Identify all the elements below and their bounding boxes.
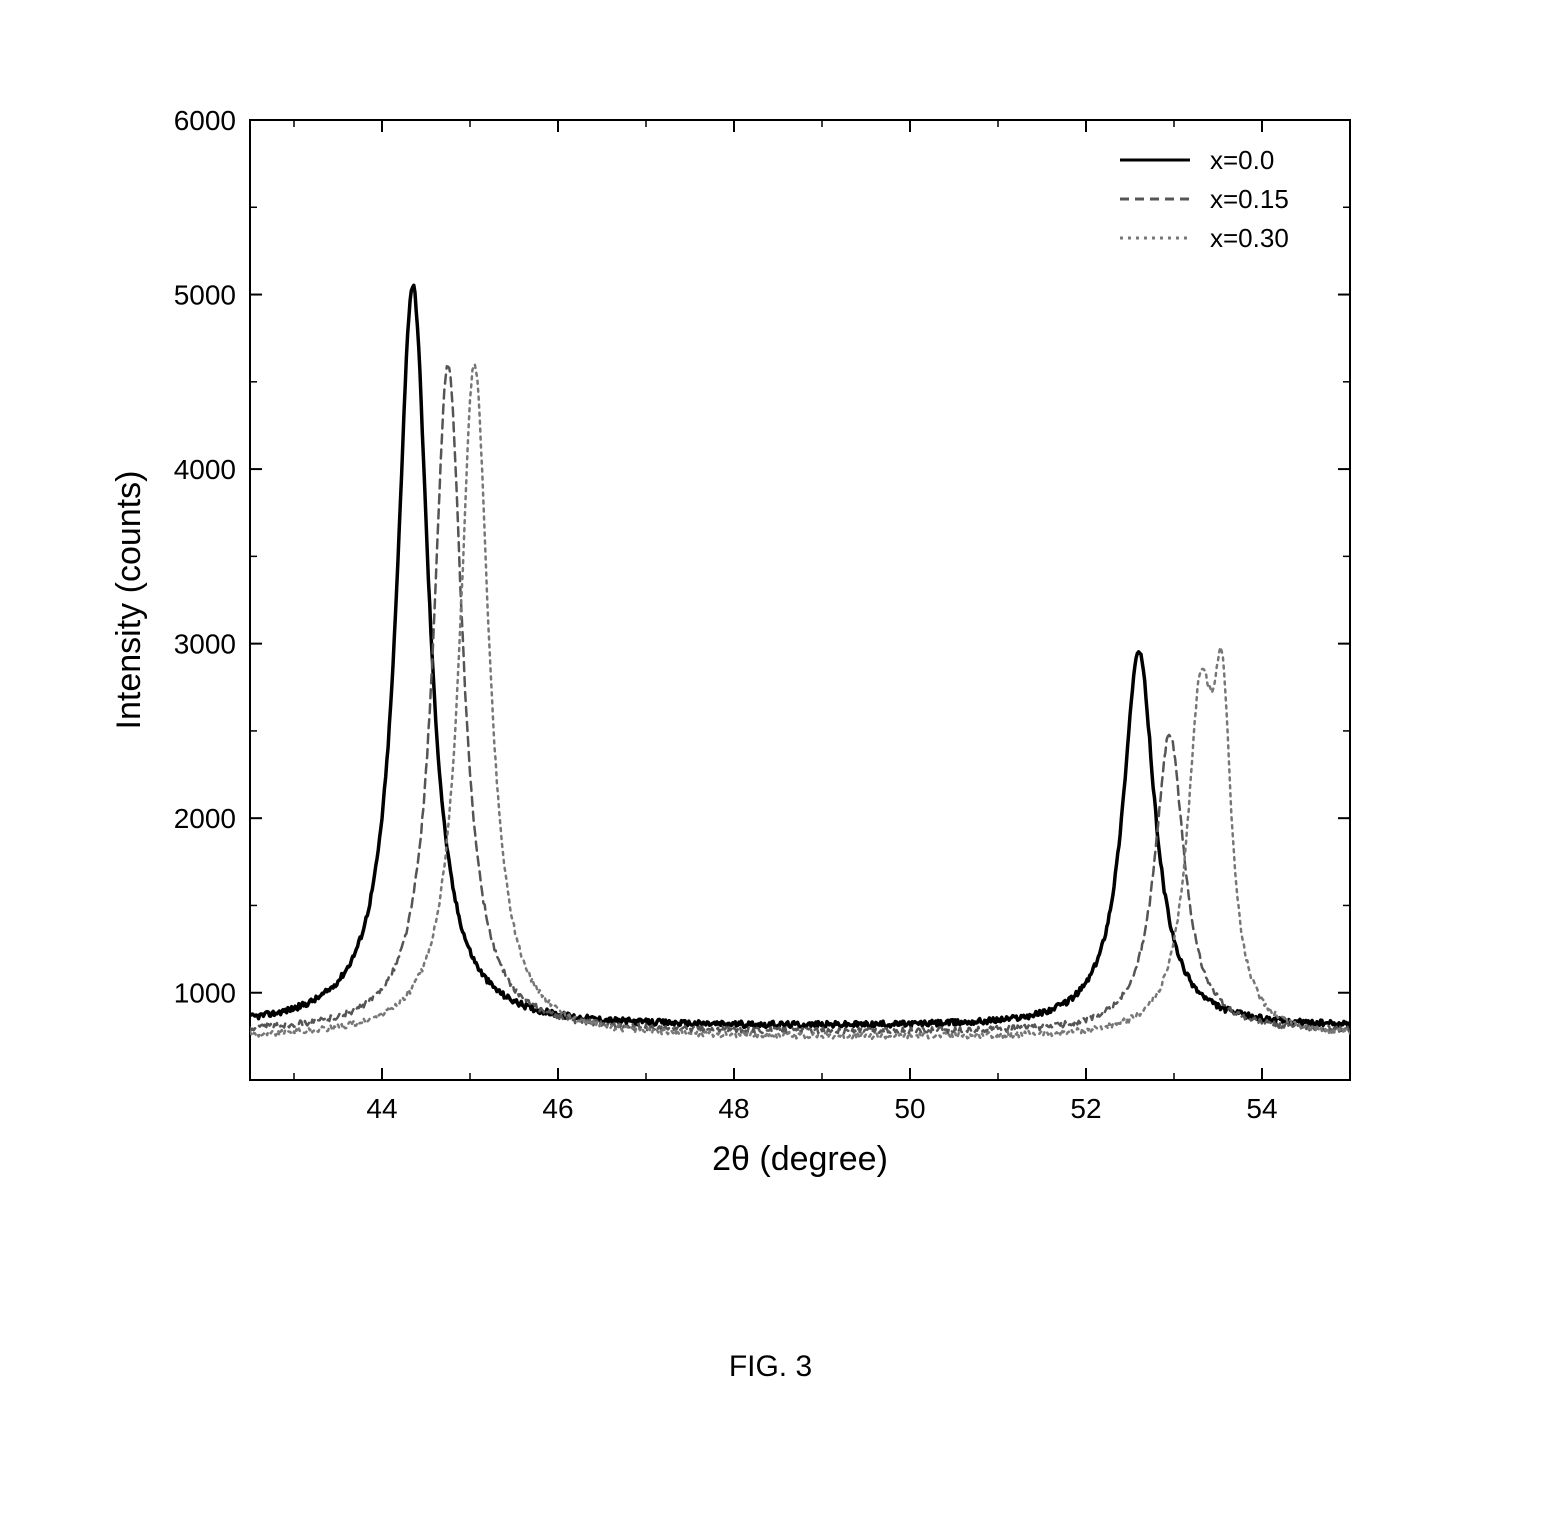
svg-text:52: 52 — [1070, 1093, 1101, 1124]
figure-container: 44 46 48 50 52 54 1000 2000 3000 4000 5000 6000 2θ (… — [0, 0, 1541, 1523]
svg-text:3000: 3000 — [174, 628, 236, 659]
figure-label: FIG. 3 — [0, 1350, 1541, 1384]
svg-text:54: 54 — [1246, 1093, 1277, 1124]
svg-text:x=0.15: x=0.15 — [1210, 184, 1289, 214]
svg-text:1000: 1000 — [174, 978, 236, 1009]
svg-text:2θ (degree): 2θ (degree) — [712, 1140, 888, 1178]
svg-text:4000: 4000 — [174, 454, 236, 485]
svg-text:x=0.0: x=0.0 — [1210, 145, 1274, 175]
svg-text:x=0.30: x=0.30 — [1210, 223, 1289, 253]
svg-text:6000: 6000 — [174, 105, 236, 136]
svg-text:5000: 5000 — [174, 279, 236, 310]
xrd-chart: 44 46 48 50 52 54 1000 2000 3000 4000 5000 6000 2θ (… — [0, 0, 1541, 1523]
svg-text:Intensity (counts): Intensity (counts) — [110, 471, 148, 730]
svg-text:44: 44 — [366, 1093, 397, 1124]
svg-text:2000: 2000 — [174, 803, 236, 834]
svg-text:48: 48 — [718, 1093, 749, 1124]
svg-text:46: 46 — [542, 1093, 573, 1124]
svg-text:50: 50 — [894, 1093, 925, 1124]
